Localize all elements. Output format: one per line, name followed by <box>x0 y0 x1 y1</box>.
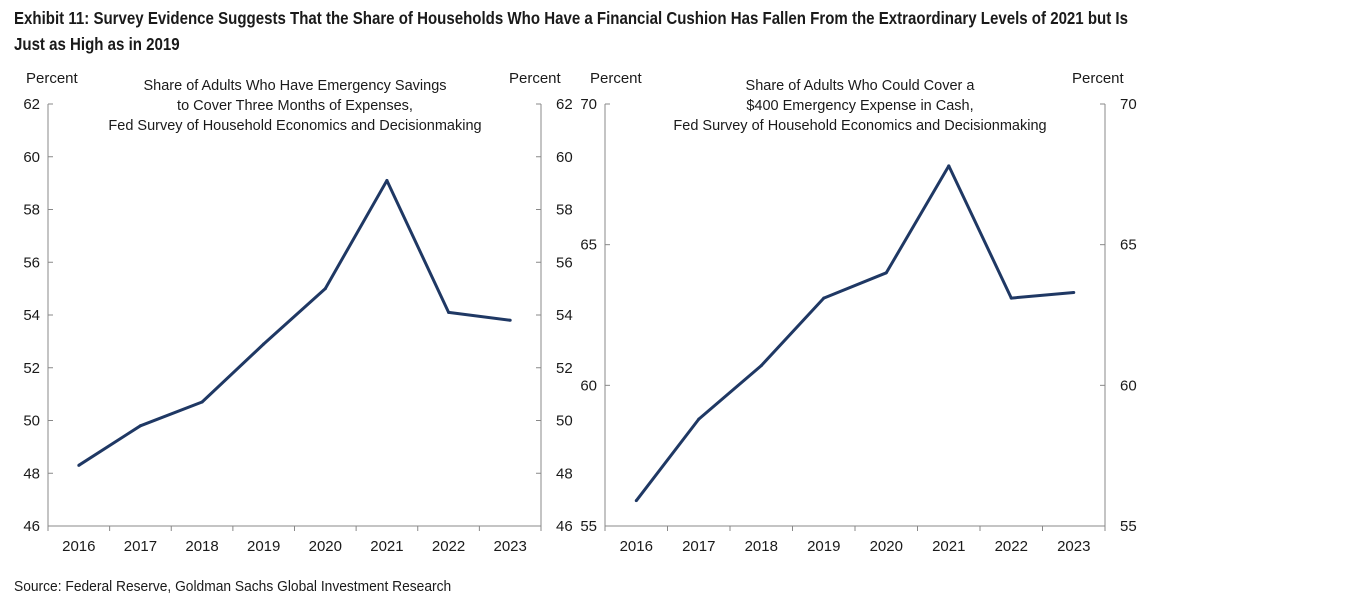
x-tick-label: 2017 <box>682 538 715 555</box>
y-unit-label-left: Percent <box>26 70 79 87</box>
y-tick-label-right: 54 <box>556 307 573 324</box>
data-point <box>508 318 512 322</box>
y-tick-label-left: 62 <box>23 96 40 113</box>
data-point <box>884 271 888 275</box>
data-point <box>447 310 451 314</box>
y-tick-label-right: 52 <box>556 360 573 377</box>
y-tick-label-left: 56 <box>23 254 40 271</box>
series-line <box>77 179 511 467</box>
data-point <box>200 400 204 404</box>
chart-title-line: Fed Survey of Household Economics and De… <box>108 118 481 134</box>
y-tick-label-right: 58 <box>556 202 573 219</box>
x-tick-label: 2017 <box>124 538 157 555</box>
x-tick-label: 2016 <box>62 538 95 555</box>
y-tick-label-right: 65 <box>1120 237 1137 254</box>
x-tick-label: 2018 <box>185 538 218 555</box>
x-tick-label: 2023 <box>494 538 527 555</box>
data-point <box>1072 290 1076 294</box>
data-point <box>385 178 389 182</box>
y-tick-label-right: 60 <box>1120 377 1137 394</box>
y-tick-label-left: 55 <box>580 518 597 535</box>
chart-title-line: Fed Survey of Household Economics and De… <box>673 118 1046 134</box>
y-unit-label-right: Percent <box>509 70 562 87</box>
x-tick-label: 2022 <box>995 538 1028 555</box>
y-tick-label-left: 52 <box>23 360 40 377</box>
data-point <box>759 364 763 368</box>
y-tick-label-left: 60 <box>580 377 597 394</box>
data-point <box>947 164 951 168</box>
data-point <box>634 499 638 503</box>
y-unit-label-left: Percent <box>590 70 643 87</box>
x-tick-label: 2018 <box>745 538 778 555</box>
y-unit-label-right: Percent <box>1072 70 1125 87</box>
data-point <box>697 417 701 421</box>
y-tick-label-left: 54 <box>23 307 40 324</box>
y-tick-label-right: 62 <box>556 96 573 113</box>
y-tick-label-right: 70 <box>1120 96 1137 113</box>
y-tick-label-right: 50 <box>556 413 573 430</box>
data-point <box>822 296 826 300</box>
chart-title-line: $400 Emergency Expense in Cash, <box>746 98 973 114</box>
exhibit-title: Exhibit 11: Survey Evidence Suggests Tha… <box>14 8 1128 54</box>
x-tick-label: 2020 <box>309 538 342 555</box>
y-tick-label-right: 55 <box>1120 518 1137 535</box>
chart-title-line: Share of Adults Who Could Cover a <box>746 78 976 94</box>
y-tick-label-left: 65 <box>580 237 597 254</box>
y-tick-label-right: 56 <box>556 254 573 271</box>
data-point <box>323 287 327 291</box>
x-tick-label: 2019 <box>247 538 280 555</box>
chart-title-line: Share of Adults Who Have Emergency Savin… <box>143 78 446 94</box>
data-point <box>262 342 266 346</box>
y-tick-label-left: 70 <box>580 96 597 113</box>
y-tick-label-left: 60 <box>23 149 40 166</box>
y-tick-label-left: 50 <box>23 413 40 430</box>
x-tick-label: 2016 <box>620 538 653 555</box>
y-tick-label-left: 46 <box>23 518 40 535</box>
x-tick-label: 2019 <box>807 538 840 555</box>
data-point <box>1009 296 1013 300</box>
x-tick-label: 2020 <box>870 538 903 555</box>
x-tick-label: 2023 <box>1057 538 1090 555</box>
x-tick-label: 2021 <box>370 538 403 555</box>
y-tick-label-right: 48 <box>556 465 573 482</box>
chart-title-line: to Cover Three Months of Expenses, <box>177 98 413 114</box>
x-tick-label: 2022 <box>432 538 465 555</box>
x-tick-label: 2021 <box>932 538 965 555</box>
source-note: Source: Federal Reserve, Goldman Sachs G… <box>14 578 452 595</box>
y-tick-label-left: 58 <box>23 202 40 219</box>
data-point <box>77 463 81 467</box>
y-tick-label-right: 46 <box>556 518 573 535</box>
series-line <box>635 164 1074 502</box>
data-point <box>138 424 142 428</box>
y-tick-label-left: 48 <box>23 465 40 482</box>
y-tick-label-right: 60 <box>556 149 573 166</box>
